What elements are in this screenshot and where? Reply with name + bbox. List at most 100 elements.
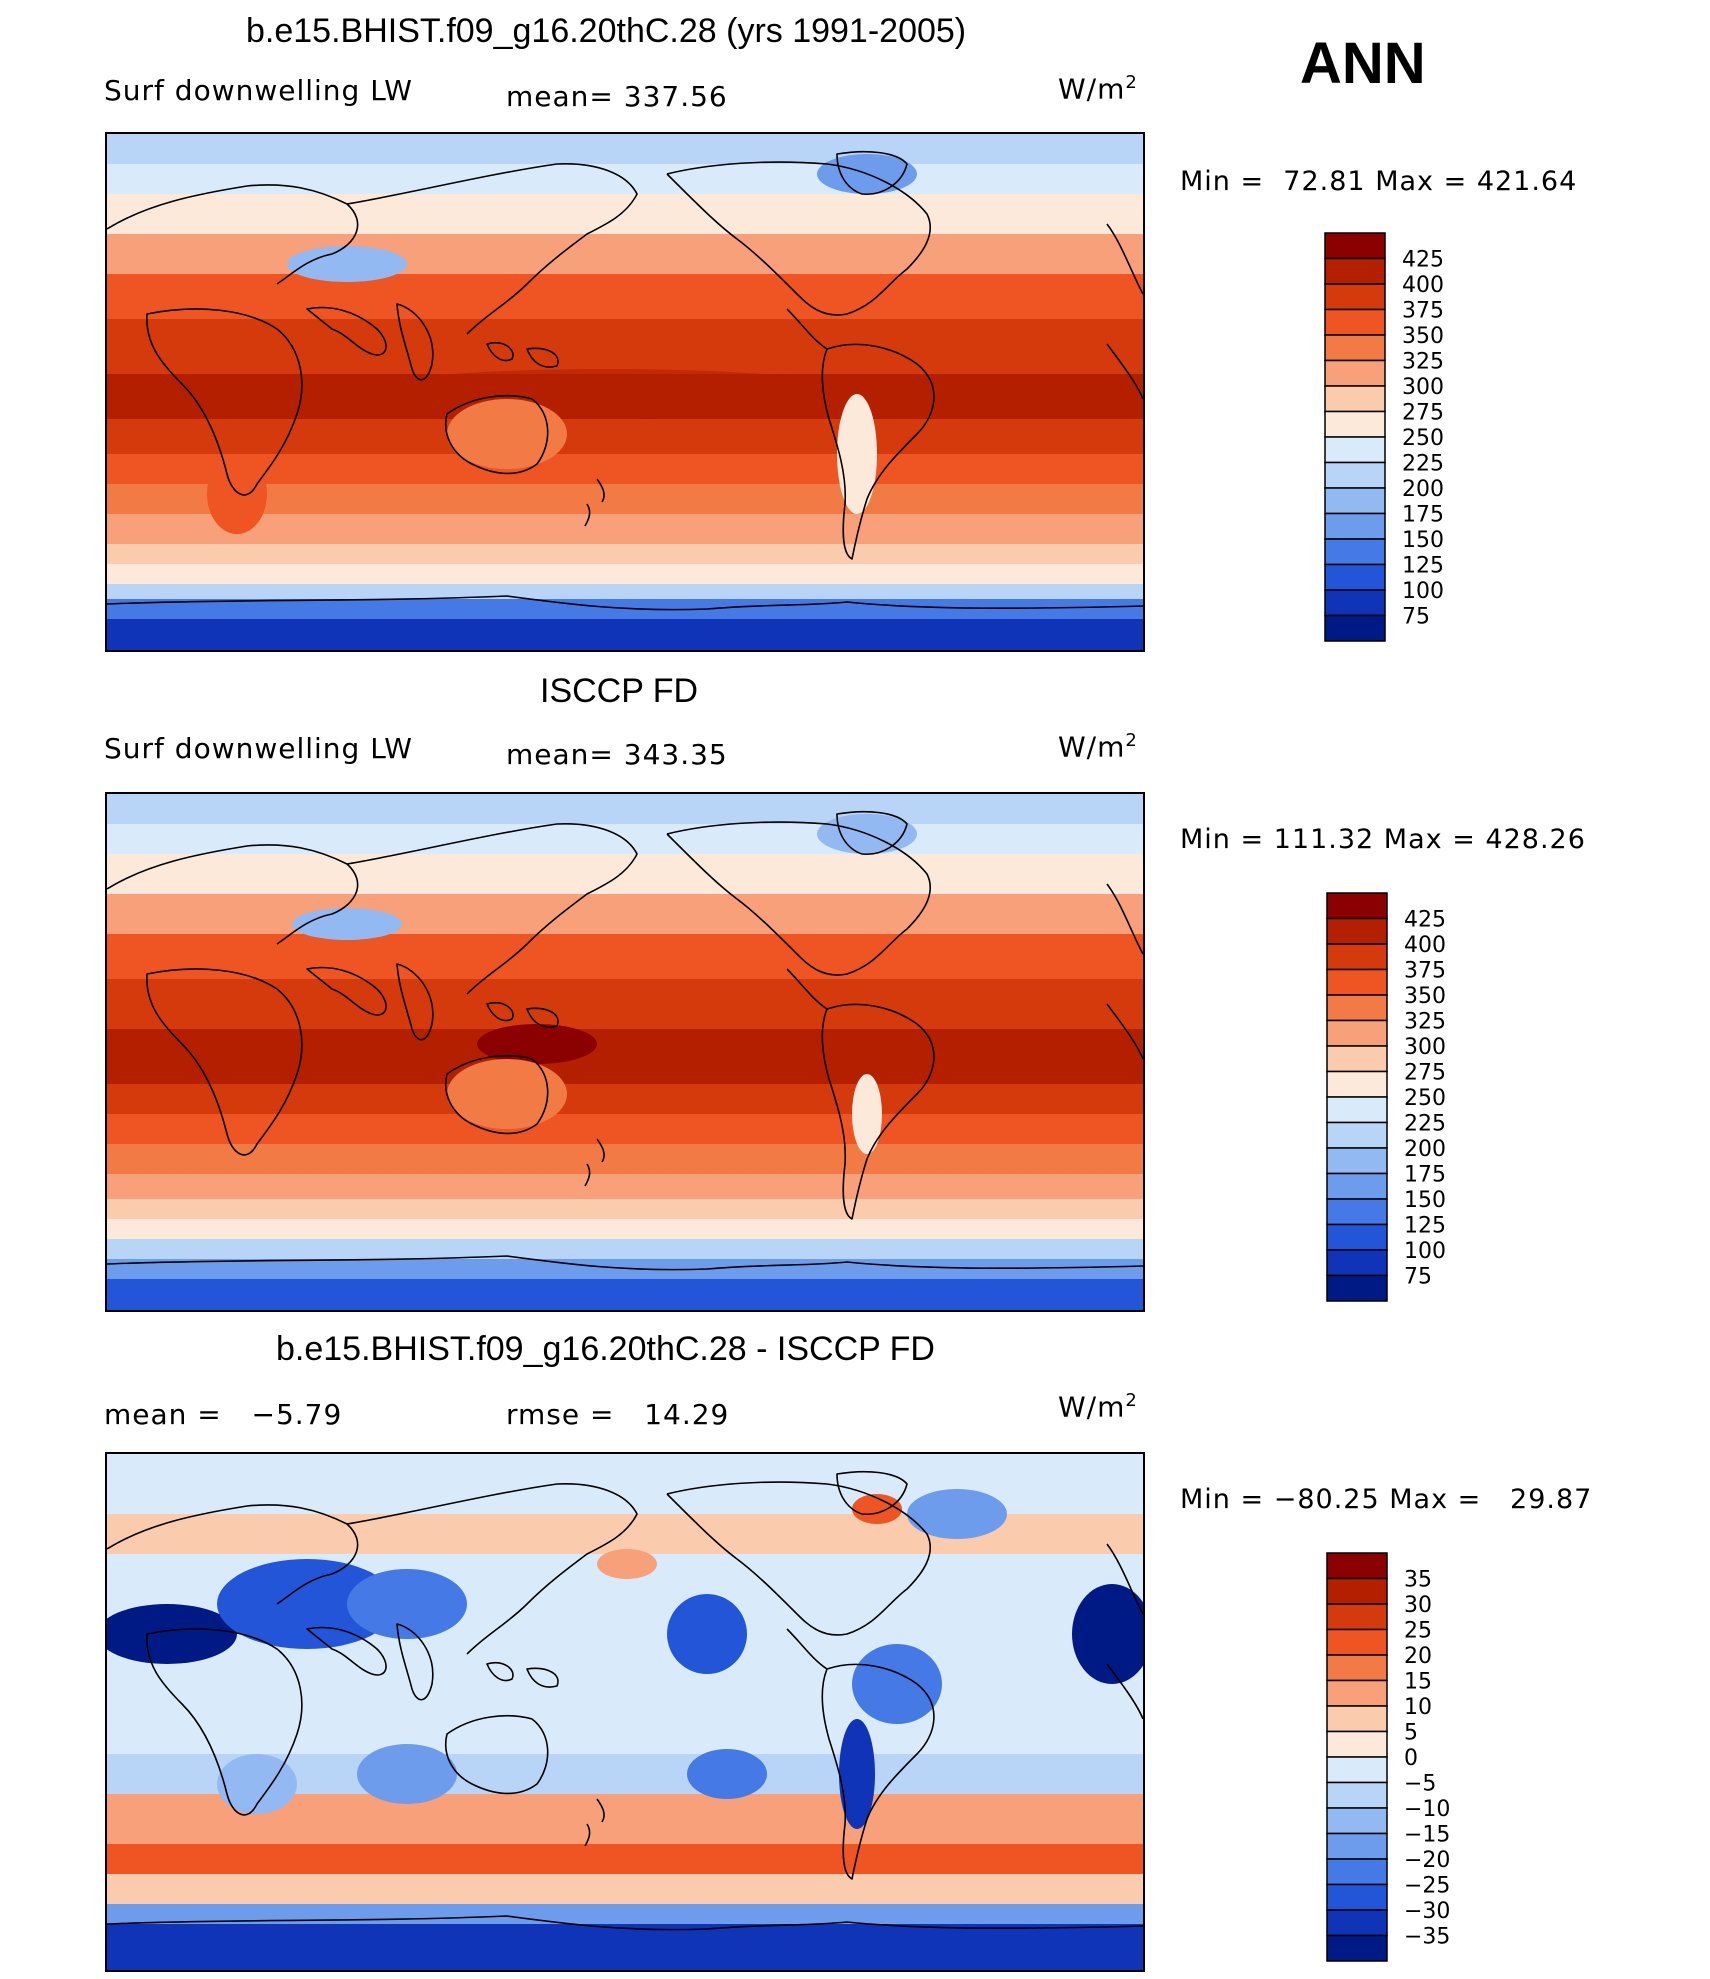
field-band — [107, 234, 1143, 274]
panel-3-rmse: rmse = 14.29 — [506, 1398, 730, 1431]
coastline — [107, 844, 359, 945]
colorbar-swatch — [1326, 1756, 1388, 1784]
panel-1-units: W/m2 — [1058, 72, 1138, 106]
colorbar-swatch — [1324, 359, 1386, 387]
field-blob — [217, 1559, 397, 1649]
coastline — [107, 595, 1143, 611]
colorbar-swatch — [1326, 917, 1388, 945]
coastline — [584, 1138, 605, 1187]
coastline — [486, 341, 514, 362]
colorbar-swatch — [1326, 1552, 1388, 1580]
field-blob — [839, 1719, 875, 1829]
coastline — [821, 1663, 935, 1880]
coastline — [666, 1481, 932, 1636]
field-band — [107, 1924, 1143, 1970]
colorbar-swatch — [1326, 1909, 1388, 1937]
colorbar-swatch — [1326, 1934, 1388, 1962]
colorbar-swatch — [1326, 1045, 1388, 1073]
colorbar-swatch — [1326, 1249, 1388, 1277]
colorbar-tick-label: 10 — [1404, 1695, 1432, 1720]
colorbar-tick-label: 375 — [1404, 959, 1446, 984]
coastline — [836, 810, 908, 855]
coastline — [666, 161, 932, 316]
panel-1-colorbar: 425 400 375 350 325 300 275 250 225 200 175 150 125 1… — [1324, 232, 1504, 648]
coastline — [836, 150, 908, 195]
field-blob — [852, 1494, 902, 1524]
field-blob — [287, 246, 407, 282]
colorbar-tick-label: 150 — [1404, 1188, 1446, 1213]
field-blob — [852, 1074, 882, 1154]
coastline — [1106, 343, 1143, 400]
colorbar-tick-label: −15 — [1404, 1823, 1450, 1848]
colorbar-tick-label: 75 — [1402, 605, 1430, 630]
panel-3-mean: mean = −5.79 — [104, 1398, 343, 1431]
coastline — [584, 1798, 605, 1847]
field-band — [107, 584, 1143, 599]
coastline — [821, 1003, 935, 1220]
field-blob — [447, 399, 567, 469]
colorbar-swatch — [1324, 410, 1386, 438]
colorbar-tick-label: −10 — [1404, 1797, 1450, 1822]
colorbar-tick-label: 300 — [1404, 1035, 1446, 1060]
colorbar-svg: 4254003753503253002752502252001751501251… — [1326, 892, 1446, 1302]
panel-2-title: ISCCP FD — [540, 672, 699, 710]
colorbar-tick-label: 350 — [1404, 984, 1446, 1009]
colorbar-tick-label: 400 — [1404, 933, 1446, 958]
coastline — [1106, 223, 1143, 295]
coastline — [107, 1915, 1143, 1931]
panel-2-variable-label: Surf downwelling LW — [104, 732, 413, 765]
colorbar-swatch — [1326, 968, 1388, 996]
panel-1-mean-label: mean= 337.56 — [506, 80, 728, 113]
coastline — [486, 1661, 514, 1682]
coastline — [107, 1255, 1143, 1271]
field-band — [107, 1874, 1143, 1904]
coastline — [584, 478, 605, 527]
panel-2-map — [105, 792, 1145, 1312]
colorbar-tick-label: 30 — [1404, 1593, 1432, 1618]
colorbar-swatch — [1324, 257, 1386, 285]
colorbar-swatch — [1326, 1198, 1388, 1226]
field-blob — [1072, 1584, 1143, 1684]
colorbar-swatch — [1324, 538, 1386, 566]
coastline — [306, 1626, 387, 1676]
colorbar-swatch — [1324, 461, 1386, 489]
colorbar-swatch — [1326, 1223, 1388, 1251]
colorbar-swatch — [1324, 512, 1386, 540]
field-blob — [667, 1594, 747, 1674]
colorbar-swatch — [1326, 1730, 1388, 1758]
panel-2-units: W/m2 — [1058, 730, 1138, 764]
colorbar-swatch — [1326, 1807, 1388, 1835]
colorbar-tick-label: 350 — [1402, 324, 1444, 349]
field-blob — [217, 1754, 297, 1814]
colorbar-swatch — [1326, 1781, 1388, 1809]
coastline — [396, 963, 434, 1041]
colorbar-swatch — [1324, 589, 1386, 617]
field-blob — [687, 1749, 767, 1799]
colorbar-swatch — [1324, 385, 1386, 413]
colorbar-swatch — [1326, 1172, 1388, 1200]
field-blob — [597, 1549, 657, 1579]
colorbar-swatch — [1326, 892, 1388, 920]
field-blob — [357, 1744, 457, 1804]
colorbar-swatch — [1324, 487, 1386, 515]
coastline — [107, 1504, 359, 1605]
field-band — [107, 194, 1143, 234]
colorbar-tick-label: 275 — [1404, 1061, 1446, 1086]
field-band — [107, 619, 1143, 650]
field-band — [107, 1174, 1143, 1199]
coastline — [445, 394, 549, 475]
colorbar-tick-label: −30 — [1404, 1899, 1450, 1924]
panel-1-variable-label: Surf downwelling LW — [104, 74, 413, 107]
colorbar-swatch — [1326, 1654, 1388, 1682]
coastline — [786, 308, 828, 350]
coastline — [146, 1628, 303, 1816]
field-band — [107, 1219, 1143, 1239]
colorbar-swatch — [1324, 436, 1386, 464]
colorbar-swatch — [1326, 1858, 1388, 1886]
field-blob — [447, 1059, 567, 1129]
colorbar-swatch — [1326, 943, 1388, 971]
panel-3-minmax: Min = −80.25 Max = 29.87 — [1180, 1484, 1593, 1515]
field-blob — [207, 454, 267, 534]
field-band — [107, 544, 1143, 564]
